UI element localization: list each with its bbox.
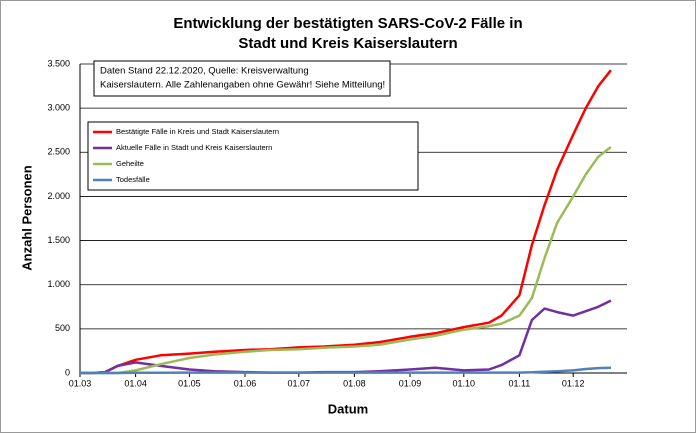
x-tick-label: 01.06 (234, 378, 257, 388)
x-tick-label: 01.08 (343, 378, 366, 388)
y-tick-label: 3.000 (47, 103, 70, 113)
x-tick-label: 01.11 (508, 378, 530, 388)
legend-box (87, 121, 419, 191)
annotation-box (93, 60, 391, 97)
x-tick-label: 01.12 (562, 378, 585, 388)
x-axis-title: Datum (328, 401, 368, 416)
legend-label: Geheilte (116, 159, 144, 168)
annotation: Kaiserslautern. Alle Zahlenangaben ohne … (100, 80, 385, 91)
y-tick-label: 0 (65, 367, 70, 377)
y-tick-label: 2.000 (47, 191, 70, 201)
data-line (80, 69, 612, 375)
x-tick-label: 01.05 (178, 378, 201, 388)
annotation: Daten Stand 22.12.2020, Quelle: Kreisver… (100, 66, 309, 77)
chart-title: Entwicklung der bestätigten SARS-CoV-2 F… (173, 15, 522, 32)
x-tick-label: 01.10 (453, 378, 476, 388)
y-tick-label: 3.500 (47, 58, 70, 68)
y-axis-title: Anzahl Personen (19, 165, 34, 271)
data-line (80, 146, 612, 375)
y-tick-label: 1.000 (47, 279, 70, 289)
legend-label: Todesfälle (116, 175, 150, 184)
x-tick-label: 01.03 (69, 378, 92, 388)
chart-title: Stadt und Kreis Kaiserslautern (238, 35, 457, 52)
legend-label: Bestätigte Fälle in Kreis und Stadt Kais… (116, 127, 279, 136)
y-tick-label: 2.500 (47, 147, 70, 157)
x-tick-label: 01.09 (399, 378, 422, 388)
y-tick-label: 1.500 (47, 235, 70, 245)
x-tick-label: 01.04 (124, 378, 147, 388)
y-tick-label: 500 (55, 323, 70, 333)
data-line (80, 299, 612, 375)
legend-label: Aktuelle Fälle in Stadt und Kreis Kaiser… (116, 143, 272, 152)
x-tick-label: 01.07 (288, 378, 311, 388)
data-line (80, 366, 611, 375)
